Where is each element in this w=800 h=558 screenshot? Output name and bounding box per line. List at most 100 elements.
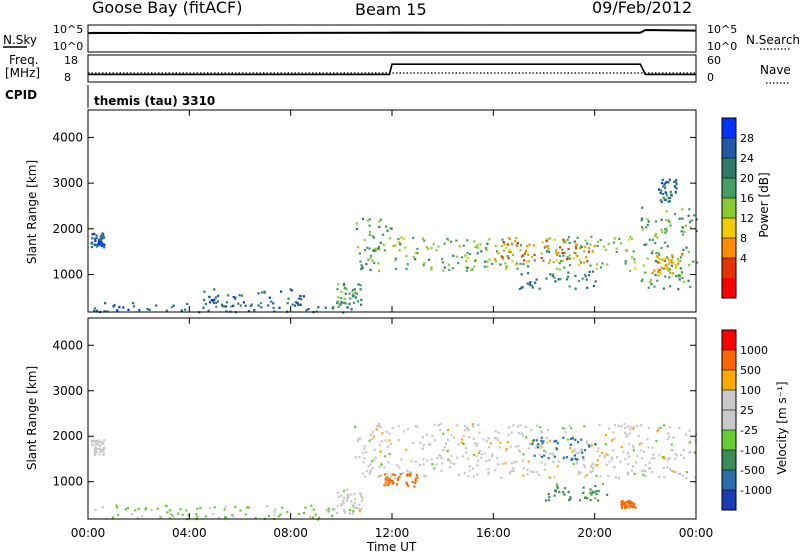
range-cell — [553, 238, 556, 241]
range-cell — [551, 452, 554, 455]
range-cell — [102, 447, 105, 450]
range-cell — [502, 241, 505, 244]
range-cell — [456, 424, 459, 427]
range-cell — [362, 452, 365, 455]
range-cell — [366, 246, 369, 249]
range-cell — [353, 501, 356, 504]
range-cell — [558, 262, 561, 265]
range-cell — [499, 441, 502, 444]
range-cell — [406, 469, 409, 473]
range-cell — [137, 507, 140, 510]
range-cell — [513, 461, 516, 464]
range-cell — [144, 508, 147, 511]
range-cell — [177, 512, 180, 515]
range-cell — [443, 266, 446, 269]
range-cell — [682, 456, 686, 459]
range-cell — [508, 238, 511, 241]
range-cell — [589, 264, 592, 267]
range-cell — [327, 507, 330, 510]
range-cell — [667, 457, 670, 460]
range-cell — [453, 436, 456, 439]
range-cell — [512, 469, 515, 472]
range-cell — [645, 243, 648, 246]
power-colorbar-label: 16 — [740, 192, 754, 205]
range-cell — [682, 448, 685, 451]
range-cell — [681, 217, 684, 220]
range-cell — [576, 236, 579, 239]
range-cell — [604, 443, 607, 446]
range-cell — [584, 497, 587, 500]
range-cell — [101, 232, 104, 235]
freq-label-line2: [MHz] — [5, 66, 40, 80]
range-cell — [673, 185, 676, 188]
range-cell — [654, 220, 657, 223]
range-cell — [552, 273, 555, 276]
range-cell — [291, 303, 294, 306]
range-cell — [527, 272, 530, 275]
range-cell — [556, 267, 559, 270]
range-cell — [672, 470, 675, 473]
range-cell — [662, 258, 665, 261]
range-cell — [450, 434, 453, 437]
cpid-label: CPID — [5, 88, 37, 102]
range-cell — [336, 504, 339, 507]
power-colorbar-swatch — [722, 198, 736, 218]
range-cell — [660, 200, 663, 203]
range-cell — [594, 497, 597, 500]
range-cell — [553, 276, 556, 279]
range-cell — [591, 469, 595, 472]
range-cell — [685, 433, 688, 436]
range-cell — [528, 447, 531, 450]
range-cell — [494, 258, 497, 261]
range-cell — [368, 218, 371, 221]
range-cell — [558, 491, 561, 494]
range-cell — [546, 238, 549, 241]
range-cell — [595, 474, 598, 477]
range-cell — [496, 250, 500, 254]
range-cell — [340, 494, 343, 497]
range-cell — [494, 260, 497, 263]
range-cell — [416, 252, 419, 255]
range-cell — [391, 473, 394, 476]
range-cell — [487, 472, 490, 475]
range-cell — [677, 262, 680, 265]
range-cell — [414, 479, 417, 482]
range-cell — [559, 246, 562, 249]
velocity-colorbar-label: -25 — [740, 424, 758, 437]
range-cell — [202, 306, 205, 309]
range-cell — [384, 439, 387, 442]
range-cell — [217, 294, 220, 297]
range-cell — [568, 257, 571, 260]
range-cell — [94, 453, 97, 456]
range-cell — [425, 433, 428, 436]
range-cell — [569, 496, 572, 499]
nsky-series — [87, 28, 697, 53]
range-cell — [488, 238, 491, 241]
range-cell — [475, 455, 478, 458]
range-cell — [575, 459, 578, 462]
range-cell — [434, 439, 437, 442]
range-cell — [588, 247, 591, 250]
range-cell — [518, 287, 521, 291]
y-tick-label: 1000 — [52, 475, 83, 489]
range-cell — [136, 516, 139, 520]
range-cell — [101, 242, 104, 245]
range-cell — [674, 266, 677, 269]
range-cell — [678, 275, 681, 278]
range-cell — [351, 512, 354, 515]
range-cell — [372, 236, 375, 239]
range-cell — [378, 474, 382, 477]
range-cell — [268, 296, 271, 299]
nsearch-tick-bottom: 10^0 — [707, 40, 737, 53]
range-cell — [657, 255, 660, 258]
range-cell — [361, 217, 365, 221]
range-cell — [455, 239, 458, 242]
range-cell — [244, 513, 247, 516]
range-cell — [581, 451, 584, 454]
range-cell — [414, 476, 417, 480]
range-cell — [594, 485, 597, 488]
range-cell — [661, 182, 664, 185]
range-cell — [379, 218, 382, 221]
range-cell — [480, 453, 483, 456]
range-cell — [99, 448, 102, 451]
